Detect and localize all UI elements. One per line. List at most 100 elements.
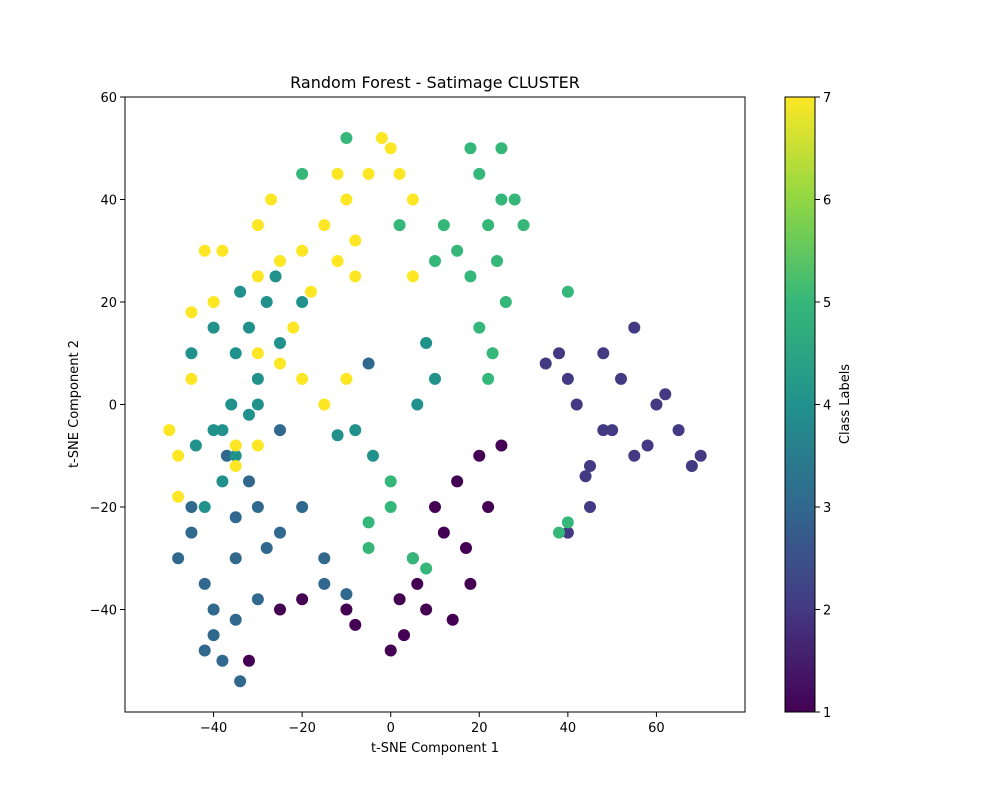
scatter-point-class-2 xyxy=(606,424,619,437)
scatter-point-class-4 xyxy=(260,296,273,308)
scatter-point-class-4 xyxy=(251,372,264,385)
scatter-point-class-1 xyxy=(393,593,406,606)
scatter-point-class-4 xyxy=(216,475,229,488)
colorbar-tick-label: 1 xyxy=(823,706,831,721)
scatter-point-class-3 xyxy=(229,552,242,565)
scatter-point-class-7 xyxy=(251,219,264,232)
scatter-point-class-5 xyxy=(464,142,477,155)
scatter-point-class-4 xyxy=(251,398,264,411)
scatter-point-class-4 xyxy=(411,398,424,411)
scatter-point-class-5 xyxy=(464,270,477,283)
scatter-point-class-7 xyxy=(406,193,419,206)
scatter-point-class-5 xyxy=(508,193,521,206)
x-tick-label: 40 xyxy=(560,721,577,736)
scatter-point-class-7 xyxy=(296,372,309,385)
scatter-point-class-5 xyxy=(561,516,574,529)
scatter-point-class-5 xyxy=(384,475,397,488)
scatter-point-class-4 xyxy=(243,321,255,334)
colorbar-tick-label: 5 xyxy=(823,296,831,311)
scatter-point-class-5 xyxy=(340,132,353,144)
colorbar-tick-label: 7 xyxy=(823,91,831,106)
x-tick-label: 20 xyxy=(471,721,488,736)
scatter-point-class-2 xyxy=(685,460,698,472)
colorbar-tick-label: 2 xyxy=(823,604,831,619)
scatter-point-class-7 xyxy=(305,285,317,298)
scatter-point-class-1 xyxy=(464,577,477,590)
scatter-point-class-3 xyxy=(251,593,264,606)
scatter-point-class-2 xyxy=(628,449,641,462)
scatter-point-class-2 xyxy=(659,388,672,401)
scatter-point-class-1 xyxy=(296,593,309,606)
scatter-point-class-4 xyxy=(216,424,229,437)
scatter-point-class-7 xyxy=(251,439,264,452)
scatter-point-class-2 xyxy=(584,460,596,472)
colorbar-tick-label: 3 xyxy=(823,501,831,516)
scatter-point-class-7 xyxy=(296,244,309,257)
scatter-point-class-2 xyxy=(570,398,583,411)
scatter-point-class-5 xyxy=(429,255,441,267)
scatter-point-class-5 xyxy=(420,562,433,575)
scatter-point-class-2 xyxy=(672,424,685,437)
scatter-point-class-7 xyxy=(393,167,406,180)
scatter-point-class-5 xyxy=(473,321,486,334)
scatter-point-class-3 xyxy=(274,424,286,437)
scatter-point-class-5 xyxy=(437,219,450,232)
scatter-point-class-3 xyxy=(172,552,185,565)
scatter-point-class-1 xyxy=(243,654,255,667)
y-tick-label: −20 xyxy=(90,501,117,516)
scatter-point-class-7 xyxy=(185,372,198,385)
scatter-point-class-7 xyxy=(229,439,242,452)
scatter-point-class-1 xyxy=(398,629,410,642)
scatter-point-class-1 xyxy=(274,603,286,616)
scatter-point-class-2 xyxy=(597,424,610,437)
x-tick-label: −20 xyxy=(288,721,315,736)
scatter-point-class-4 xyxy=(185,347,198,360)
scatter-point-class-2 xyxy=(561,526,574,539)
scatter-point-class-3 xyxy=(260,542,273,554)
scatter-point-class-1 xyxy=(446,613,459,626)
scatter-point-class-1 xyxy=(420,603,433,616)
scatter-point-class-7 xyxy=(340,193,353,206)
scatter-point-class-4 xyxy=(274,337,286,349)
scatter-point-class-3 xyxy=(318,577,331,590)
scatter-point-class-5 xyxy=(473,167,486,180)
scatter-point-class-4 xyxy=(229,347,242,360)
scatter-point-class-2 xyxy=(694,449,707,462)
scatter-point-class-2 xyxy=(561,372,574,385)
scatter-point-class-2 xyxy=(553,347,565,360)
scatter-point-class-3 xyxy=(274,526,286,539)
scatter-point-class-3 xyxy=(207,603,220,616)
x-axis-ticks: −40 −20 0 20 40 60 xyxy=(200,712,665,736)
x-axis-label: t-SNE Component 1 xyxy=(371,741,499,756)
scatter-point-class-7 xyxy=(375,132,388,144)
scatter-point-class-7 xyxy=(318,398,331,411)
scatter-point-class-5 xyxy=(499,296,512,308)
scatter-point-class-7 xyxy=(172,490,185,503)
scatter-point-class-3 xyxy=(234,675,247,688)
scatter-point-class-1 xyxy=(340,603,353,616)
scatter-point-class-3 xyxy=(216,654,229,667)
y-tick-label: 0 xyxy=(109,399,117,414)
scatter-point-class-5 xyxy=(491,255,503,267)
scatter-point-class-7 xyxy=(265,193,278,206)
scatter-point-class-5 xyxy=(362,516,375,529)
y-tick-label: −40 xyxy=(90,604,117,619)
scatter-point-class-7 xyxy=(274,255,286,267)
scatter-point-class-3 xyxy=(198,577,211,590)
scatter-point-class-7 xyxy=(163,424,176,437)
x-tick-label: 0 xyxy=(387,721,395,736)
scatter-points xyxy=(163,132,707,688)
scatter-point-class-7 xyxy=(406,270,419,283)
scatter-point-class-4 xyxy=(243,408,255,421)
scatter-point-class-1 xyxy=(451,475,464,488)
colorbar-ticks: 1 2 3 4 5 6 7 xyxy=(815,91,831,721)
chart-title: Random Forest - Satimage CLUSTER xyxy=(290,73,580,92)
scatter-point-class-1 xyxy=(482,501,495,513)
scatter-point-class-7 xyxy=(287,321,300,334)
scatter-point-class-7 xyxy=(362,167,375,180)
scatter-point-class-5 xyxy=(482,372,495,385)
scatter-point-class-5 xyxy=(553,526,565,539)
